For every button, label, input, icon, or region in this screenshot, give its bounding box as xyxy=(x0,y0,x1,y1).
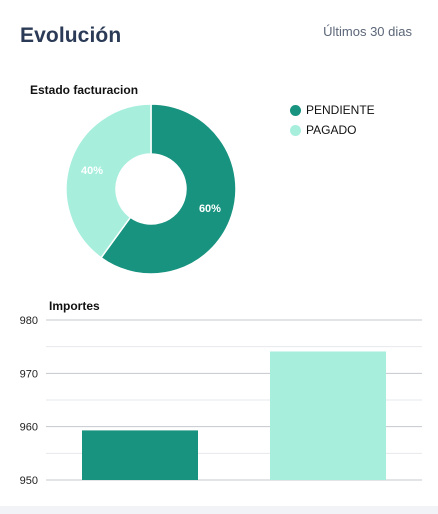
y-tick-label: 980 xyxy=(20,315,38,327)
legend-item-pagado[interactable]: PAGADO xyxy=(290,120,375,140)
legend-swatch-pagado xyxy=(290,124,301,136)
donut-legend: PENDIENTE PAGADO xyxy=(290,100,375,140)
legend-label-pagado: PAGADO xyxy=(306,123,357,137)
legend-swatch-pendiente xyxy=(290,104,301,116)
period-selector[interactable]: Últimos 30 dias xyxy=(323,24,412,39)
donut-data-label-pagado: 40% xyxy=(81,165,103,177)
y-tick-label: 950 xyxy=(20,475,38,487)
card-bottom-edge xyxy=(0,506,438,514)
donut-data-label-pendiente: 60% xyxy=(199,203,221,215)
legend-label-pendiente: PENDIENTE xyxy=(306,103,375,117)
donut-chart-title: Estado facturacion xyxy=(30,83,139,97)
bar-pendiente[interactable] xyxy=(82,430,198,480)
bar-pagado[interactable] xyxy=(270,351,386,480)
y-tick-label: 960 xyxy=(20,422,38,434)
donut-slice-pagado[interactable] xyxy=(65,103,152,259)
card-title: Evolución xyxy=(20,24,122,47)
donut-slice-pendiente[interactable] xyxy=(99,103,237,275)
bar-chart-title: Importes xyxy=(49,299,100,313)
y-tick-label: 970 xyxy=(20,368,38,380)
legend-item-pendiente[interactable]: PENDIENTE xyxy=(290,100,375,120)
